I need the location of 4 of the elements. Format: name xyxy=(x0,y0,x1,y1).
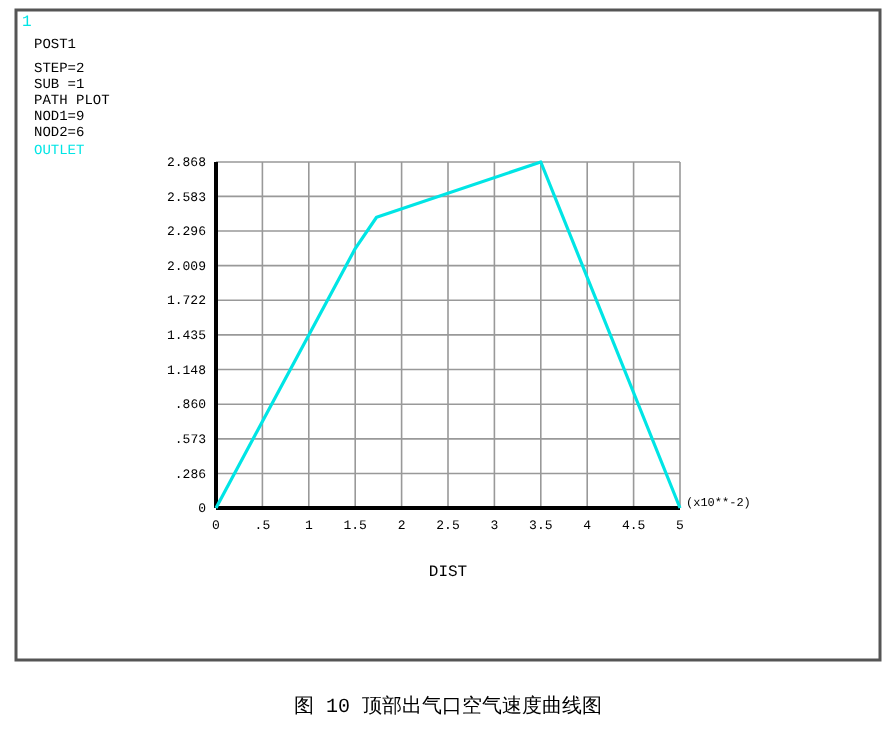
line-series xyxy=(214,160,682,510)
caption: 图 10 顶部出气口空气速度曲线图 xyxy=(293,694,603,720)
x-axis-title: DIST xyxy=(428,564,468,582)
text: 1 xyxy=(22,14,32,32)
